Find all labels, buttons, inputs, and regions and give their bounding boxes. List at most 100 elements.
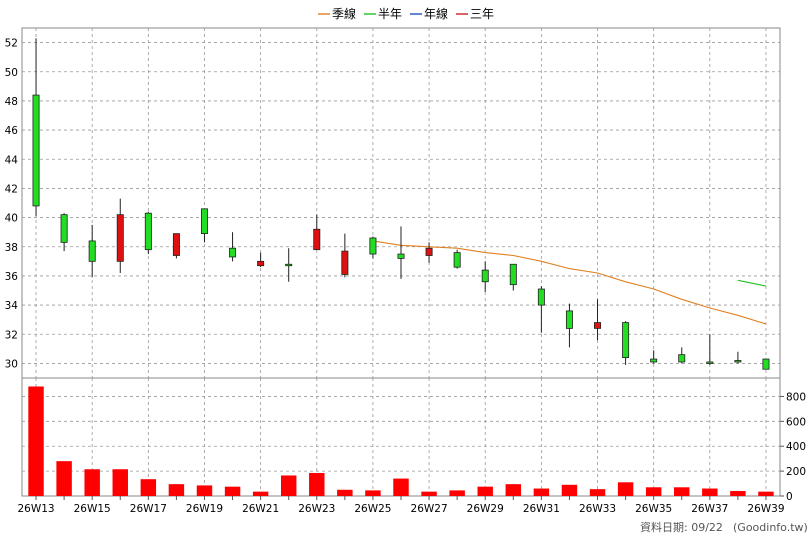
volume-bar [421, 491, 437, 496]
legend-label: 季線 [332, 6, 356, 21]
volume-bar [702, 488, 718, 496]
volume-bar [365, 490, 381, 496]
volume-tick-label: 800 [786, 391, 806, 403]
x-tick-label: 26W19 [186, 503, 223, 515]
volume-bar [505, 484, 522, 496]
volume-tick-label: 0 [786, 491, 793, 503]
moving-average-lines [372, 240, 767, 325]
candle-body-up [509, 263, 517, 286]
price-tick-label: 42 [5, 183, 18, 195]
candle-body-up [88, 240, 96, 262]
volume-bar [140, 479, 157, 496]
price-tick-label: 44 [5, 154, 19, 166]
volume-bar [337, 489, 353, 496]
ma-half-year-line [737, 279, 767, 287]
volume-bar [224, 486, 241, 496]
candle-body-up [706, 361, 714, 364]
ma-quarter-line [372, 240, 767, 325]
price-grid [21, 27, 781, 379]
volume-tick-label: 600 [786, 416, 806, 428]
volume-axis-ticks: 0 200 400 600 800 [780, 391, 806, 503]
price-tick-label: 48 [5, 96, 18, 108]
candle-body-up [537, 288, 545, 306]
x-tick-label: 26W35 [635, 503, 672, 515]
candle-body-up [144, 212, 152, 251]
volume-bar [168, 484, 185, 496]
volume-panel-frame [21, 377, 781, 497]
candle-body-up [565, 310, 573, 329]
volume-bar [28, 386, 44, 496]
price-tick-label: 38 [5, 242, 18, 254]
volume-bar [589, 489, 606, 496]
x-tick-label: 26W23 [298, 503, 335, 515]
volume-bar [674, 487, 690, 496]
legend-label: 半年 [378, 7, 402, 21]
volume-bar [280, 475, 297, 496]
x-tick-label: 26W17 [130, 503, 167, 515]
legend: 季線 半年 年線 三年 [318, 6, 494, 21]
volume-grid [21, 377, 781, 497]
candle-body-down [425, 247, 433, 256]
volume-bar [477, 486, 493, 496]
candle-body-up [60, 214, 68, 243]
x-tick-label: 26W31 [523, 503, 560, 515]
price-tick-label: 50 [5, 67, 18, 79]
price-tick-label: 30 [5, 358, 18, 370]
volume-bar [84, 469, 100, 496]
volume-bar [393, 478, 409, 496]
volume-bar [196, 485, 213, 496]
legend-label: 三年 [470, 7, 494, 21]
candle-body-up [200, 208, 208, 235]
candle-body-up [32, 94, 40, 207]
volume-bar [617, 482, 634, 496]
x-tick-label: 26W25 [354, 503, 391, 515]
x-tick-label: 26W27 [411, 503, 448, 515]
candle-body-up [650, 358, 658, 363]
candle-body-up [762, 358, 770, 370]
volume-bar [56, 461, 72, 496]
volume-bars [28, 386, 774, 496]
volume-bar [449, 490, 465, 496]
candle-body-up [369, 237, 377, 255]
data-date-label: 資料日期: 09/22 [640, 520, 723, 534]
x-tick-label: 26W37 [691, 503, 728, 515]
x-tick-label: 26W33 [579, 503, 616, 515]
price-tick-label: 36 [5, 271, 19, 283]
volume-tick-label: 400 [786, 441, 806, 453]
price-tick-label: 52 [5, 38, 18, 50]
candle-body-down [116, 214, 124, 262]
candle-body-down [594, 322, 602, 329]
volume-tick-label: 200 [786, 466, 806, 478]
candle-body-up [481, 269, 489, 283]
data-source-label: (Goodinfo.tw) [733, 521, 808, 534]
x-tick-label: 26W29 [467, 503, 504, 515]
x-tick-label: 26W15 [74, 503, 111, 515]
price-axis-ticks: 30 32 34 36 38 40 42 44 46 48 50 52 [5, 38, 19, 371]
candle-body-up [734, 360, 742, 363]
candle-body-up [453, 252, 461, 268]
candle-body-up [229, 247, 237, 258]
x-tick-label: 26W21 [242, 503, 279, 515]
price-tick-label: 40 [5, 213, 18, 225]
price-panel-frame [21, 27, 781, 379]
candle-body-up [397, 253, 405, 259]
candle-body-up [678, 354, 686, 363]
candlesticks [32, 38, 770, 370]
volume-bar [730, 491, 746, 496]
x-tick-label: 26W13 [17, 503, 54, 515]
volume-bar [309, 472, 325, 496]
candle-body-down [341, 250, 349, 275]
volume-bar [252, 491, 269, 496]
candle-body-down [172, 233, 180, 256]
volume-bar [533, 488, 550, 496]
candle-body-up [285, 263, 293, 267]
x-axis-ticks: 26W13 26W15 26W17 26W19 26W21 26W23 26W25 26W27… [17, 496, 785, 515]
candle-body-down [313, 228, 321, 251]
volume-bar [758, 491, 774, 496]
price-tick-label: 34 [5, 300, 19, 312]
candle-body-up [622, 322, 630, 358]
volume-bar [112, 469, 128, 496]
volume-bar [645, 487, 662, 496]
